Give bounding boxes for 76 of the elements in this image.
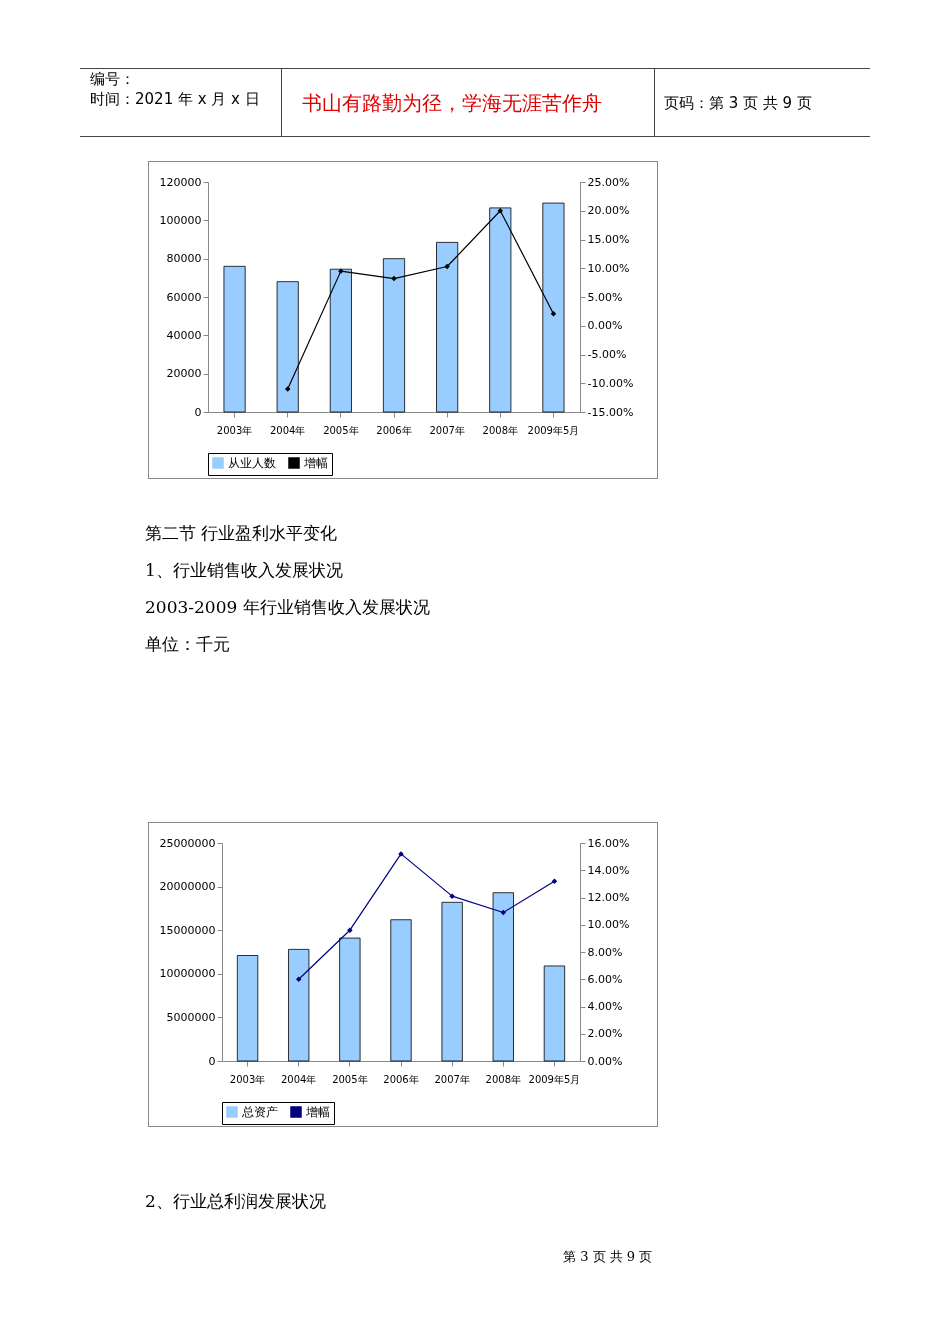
point [295,976,302,982]
x-tick-label: 2005年 [332,1073,368,1085]
bar [236,955,259,1062]
x-tick-label: 2004年 [280,1073,317,1085]
x-tick-label: 2008年 [485,1073,522,1085]
y2-tick-label: 14.00% [587,863,630,877]
y2-tick-label: 15.00% [587,233,630,246]
y-tick-label: 60000 [166,290,202,304]
x-tick-label: 2004年 [269,424,306,436]
point [338,268,344,274]
y2-tick-label: 6.00% [587,972,623,986]
bar [441,901,463,1062]
text: 页码：第 3 页 共 9 页 [664,94,812,113]
y-tick-label: 120000 [159,175,202,189]
text: 书山有路勤为径，学海无涯苦作舟 [302,90,602,117]
y2-tick-label: 2.00% [587,1027,623,1041]
y2-tick-label: -15.00% [587,405,634,419]
point [449,893,455,899]
point [497,208,504,214]
text: 第 3 页 共 9 页 [563,1248,653,1266]
text: 时间：2021 年 x 月 x 日 [90,90,260,109]
text: 单位：千元 [145,633,230,656]
y-tick-label: 20000000 [159,880,216,894]
x-tick-label: 2009年5月 [527,424,580,436]
bar [492,892,514,1062]
y-tick-label: 100000 [159,213,202,227]
y2-tick-label: 25.00% [587,175,630,189]
y2-tick-label: 10.00% [587,261,630,275]
point [391,275,397,282]
bar [543,965,566,1062]
x-tick-label: 2003年 [229,1073,266,1085]
legend-label: 增幅 [305,1105,330,1119]
point [444,263,450,270]
y2-tick-label: 20.00% [587,204,630,218]
text: 1、行业销售收入发展状况 [145,559,343,582]
bar [390,919,412,1062]
y2-tick-label: -10.00% [587,376,634,390]
x-tick-label: 2007年 [434,1073,470,1085]
x-tick-label: 2005年 [323,424,359,436]
y-tick-label: 0 [208,1054,216,1068]
y2-tick-label: 0.00% [587,1054,623,1068]
text: 2、行业总利润发展状况 [145,1190,326,1213]
y-tick-label: 10000000 [159,967,216,981]
y-tick-label: 15000000 [159,923,216,937]
bar [223,265,246,413]
y-tick-label: 80000 [166,252,202,266]
bar [288,948,310,1062]
y-tick-label: 40000 [166,328,202,342]
y2-tick-label: 16.00% [587,836,630,850]
x-tick-label: 2009年5月 [528,1073,581,1085]
y-tick-label: 5000000 [166,1010,216,1024]
y-tick-label: 0 [194,405,202,419]
y2-tick-label: 0.00% [587,319,623,333]
point [284,386,291,392]
y2-tick-label: 8.00% [587,945,623,959]
y2-tick-label: 10.00% [587,918,630,932]
x-tick-label: 2006年 [376,424,412,436]
legend-label: 从业人数 [228,456,276,470]
text: 编号： [90,70,135,89]
y-tick-label: 20000 [166,367,202,381]
x-tick-label: 2007年 [429,424,465,436]
y2-tick-label: 4.00% [587,1000,623,1013]
legend-label: 总资产 [241,1105,278,1119]
bar [339,937,361,1062]
point [347,927,353,933]
x-tick-label: 2006年 [383,1073,419,1085]
legend-label: 增幅 [303,456,328,470]
y2-tick-label: -5.00% [587,348,627,361]
point [551,878,558,884]
text: 2003-2009 年行业销售收入发展状况 [145,596,430,619]
text: 第二节 行业盈利水平变化 [145,522,338,545]
x-tick-label: 2003年 [216,424,253,436]
y2-tick-label: 5.00% [587,290,623,304]
x-tick-label: 2008年 [482,424,519,436]
y2-tick-label: 12.00% [587,891,630,904]
y-tick-label: 25000000 [159,836,216,850]
